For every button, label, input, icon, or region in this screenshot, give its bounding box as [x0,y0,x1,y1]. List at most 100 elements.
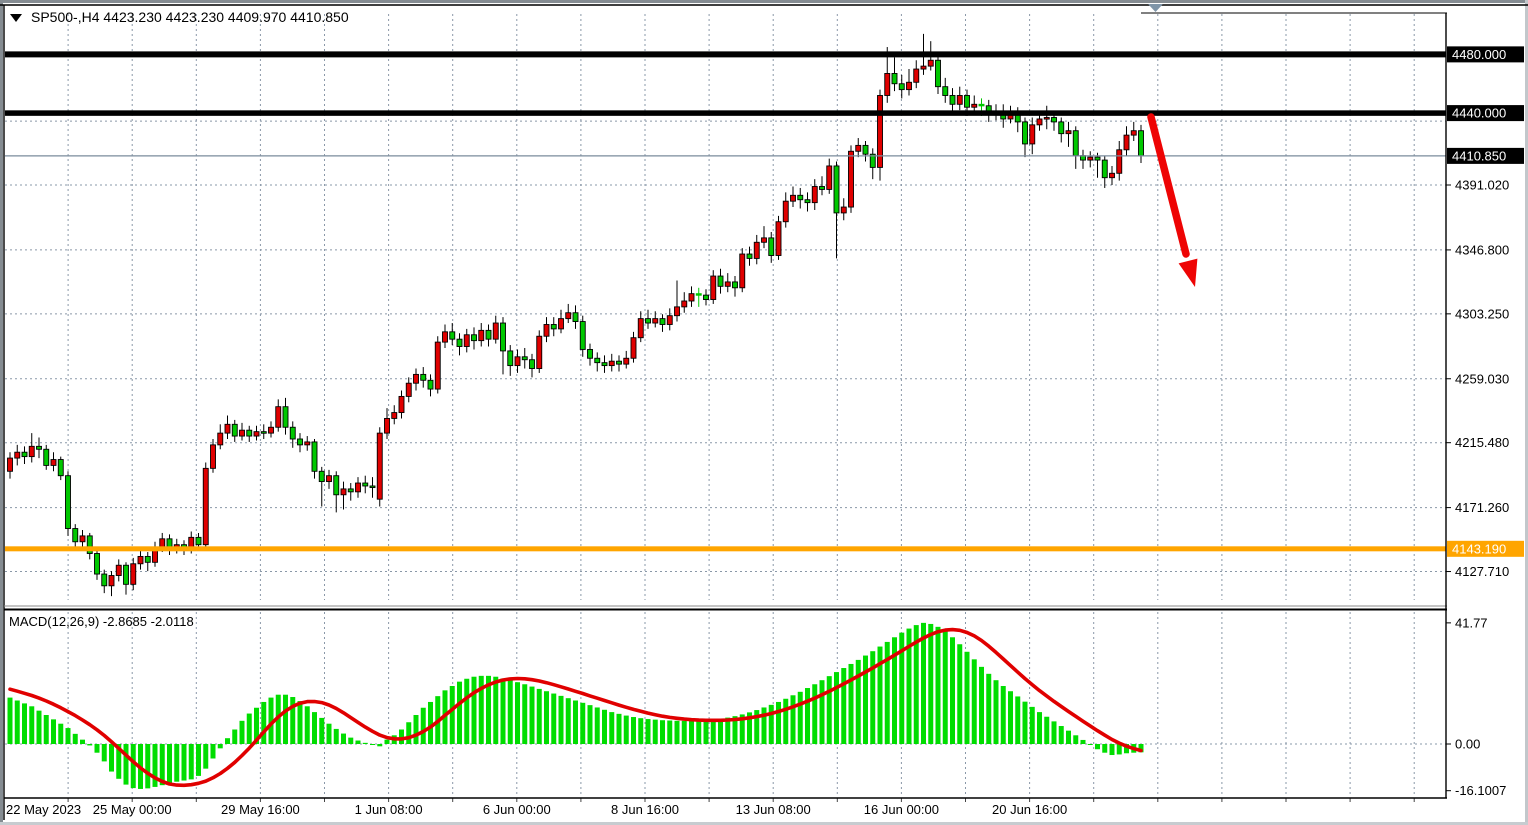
candle-body [130,563,137,585]
candle-body [949,95,956,105]
macd-histogram-bar [993,680,999,744]
macd-histogram-bar [406,722,412,744]
macd-histogram-bar [638,718,644,744]
price-axis-label: 4346.800 [1455,242,1509,257]
macd-histogram-bar [1029,706,1035,744]
macd-histogram-bar [906,628,912,744]
candle-body [623,357,630,365]
macd-histogram-bar [478,675,484,744]
macd-histogram-bar [725,717,731,744]
candle-body [724,281,731,287]
candle-body [50,459,57,466]
candle-body [369,485,376,489]
candle-body [964,95,970,108]
macd-histogram-bar [551,693,557,744]
candle-body [507,350,514,367]
candle-body [768,237,775,256]
candle-body [1130,130,1137,136]
macd-histogram-bar [776,701,781,744]
macd-histogram-bar [7,697,13,744]
candle-body [565,312,572,320]
macd-histogram-bar [870,651,876,744]
macd-histogram-bar [261,701,267,744]
macd-histogram-bar [1095,744,1100,750]
macd-histogram-bar [884,641,890,744]
candle-body [413,373,419,384]
candle-body [826,165,833,190]
macd-histogram-bar [1058,726,1064,744]
macd-histogram-bar [239,720,245,744]
macd-histogram-bar [87,744,93,746]
time-axis-label: 13 Jun 08:00 [736,802,811,817]
macd-histogram-bar [703,720,709,744]
macd-histogram-bar [580,702,586,744]
candle-body [616,360,622,365]
chart-title-ohlc-readout: SP500-,H4 4423.230 4423.230 4409.970 441… [31,9,349,25]
support-line-4440[interactable] [5,110,1446,116]
macd-histogram-bar [899,632,905,744]
candle-body [956,95,963,105]
candle-body [79,535,86,543]
macd-histogram-bar [145,744,151,789]
candle-body [108,575,115,587]
candle-body [848,150,854,208]
trend-arrow-shaft[interactable] [1147,113,1190,258]
macd-histogram-bar [449,686,455,744]
candle-body [86,535,93,554]
macd-histogram-bar [43,715,49,744]
candle-body [391,412,398,419]
symbol-dropdown-icon[interactable] [10,13,22,22]
candle-body [101,573,108,587]
macd-histogram-bar [848,663,854,744]
candle-body [695,293,702,296]
candle-body [877,95,883,168]
time-axis-label: 20 Jun 16:00 [992,802,1067,817]
candle-body [710,275,717,300]
trend-arrow-head[interactable] [1178,258,1198,287]
macd-histogram-bar [863,655,868,744]
candle-body [282,406,289,428]
macd-histogram-bar [362,742,368,744]
macd-histogram-bar [515,682,520,744]
chart-shift-marker-icon[interactable] [1148,4,1163,12]
candle-body [674,306,680,317]
candle-body [1072,130,1079,157]
candle-body [449,331,456,340]
macd-signal-line [8,627,1143,788]
time-axis-label: 6 Jun 00:00 [483,802,551,817]
macd-histogram-bar [689,720,694,744]
macd-histogram-bar [1015,696,1021,744]
macd-histogram-bar [877,646,883,744]
candle-body [57,459,64,477]
candle-body [971,103,978,108]
macd-histogram-bar [123,744,129,785]
candle-body [1123,134,1130,151]
candle-body [137,555,144,565]
resistance-line-4480[interactable] [5,51,1446,58]
candle-body [608,360,615,367]
window-border-left [0,0,3,825]
candle-body [202,467,209,546]
macd-histogram-bar [522,684,528,744]
candle-body [681,300,688,308]
macd-histogram-bar [290,697,296,744]
candle-body [500,322,506,352]
macd-histogram-bar [457,681,462,744]
price-label-orange-level: 4143.190 [1452,541,1506,556]
candle-body [833,165,840,214]
macd-histogram-bar [1124,744,1129,754]
macd-histogram-bar [544,691,549,744]
candle-body [239,429,245,437]
macd-histogram-bar [348,737,354,744]
orange-level-line-4143[interactable] [5,546,1446,552]
candle-body [637,318,644,339]
candle-body [463,334,470,347]
candle-body [891,73,898,85]
macd-histogram-bar [399,729,404,744]
macd-histogram-bar [674,720,680,744]
candle-body [159,538,166,549]
macd-histogram-bar [718,718,723,744]
candle-body [304,441,311,446]
macd-histogram-bar [326,723,332,744]
